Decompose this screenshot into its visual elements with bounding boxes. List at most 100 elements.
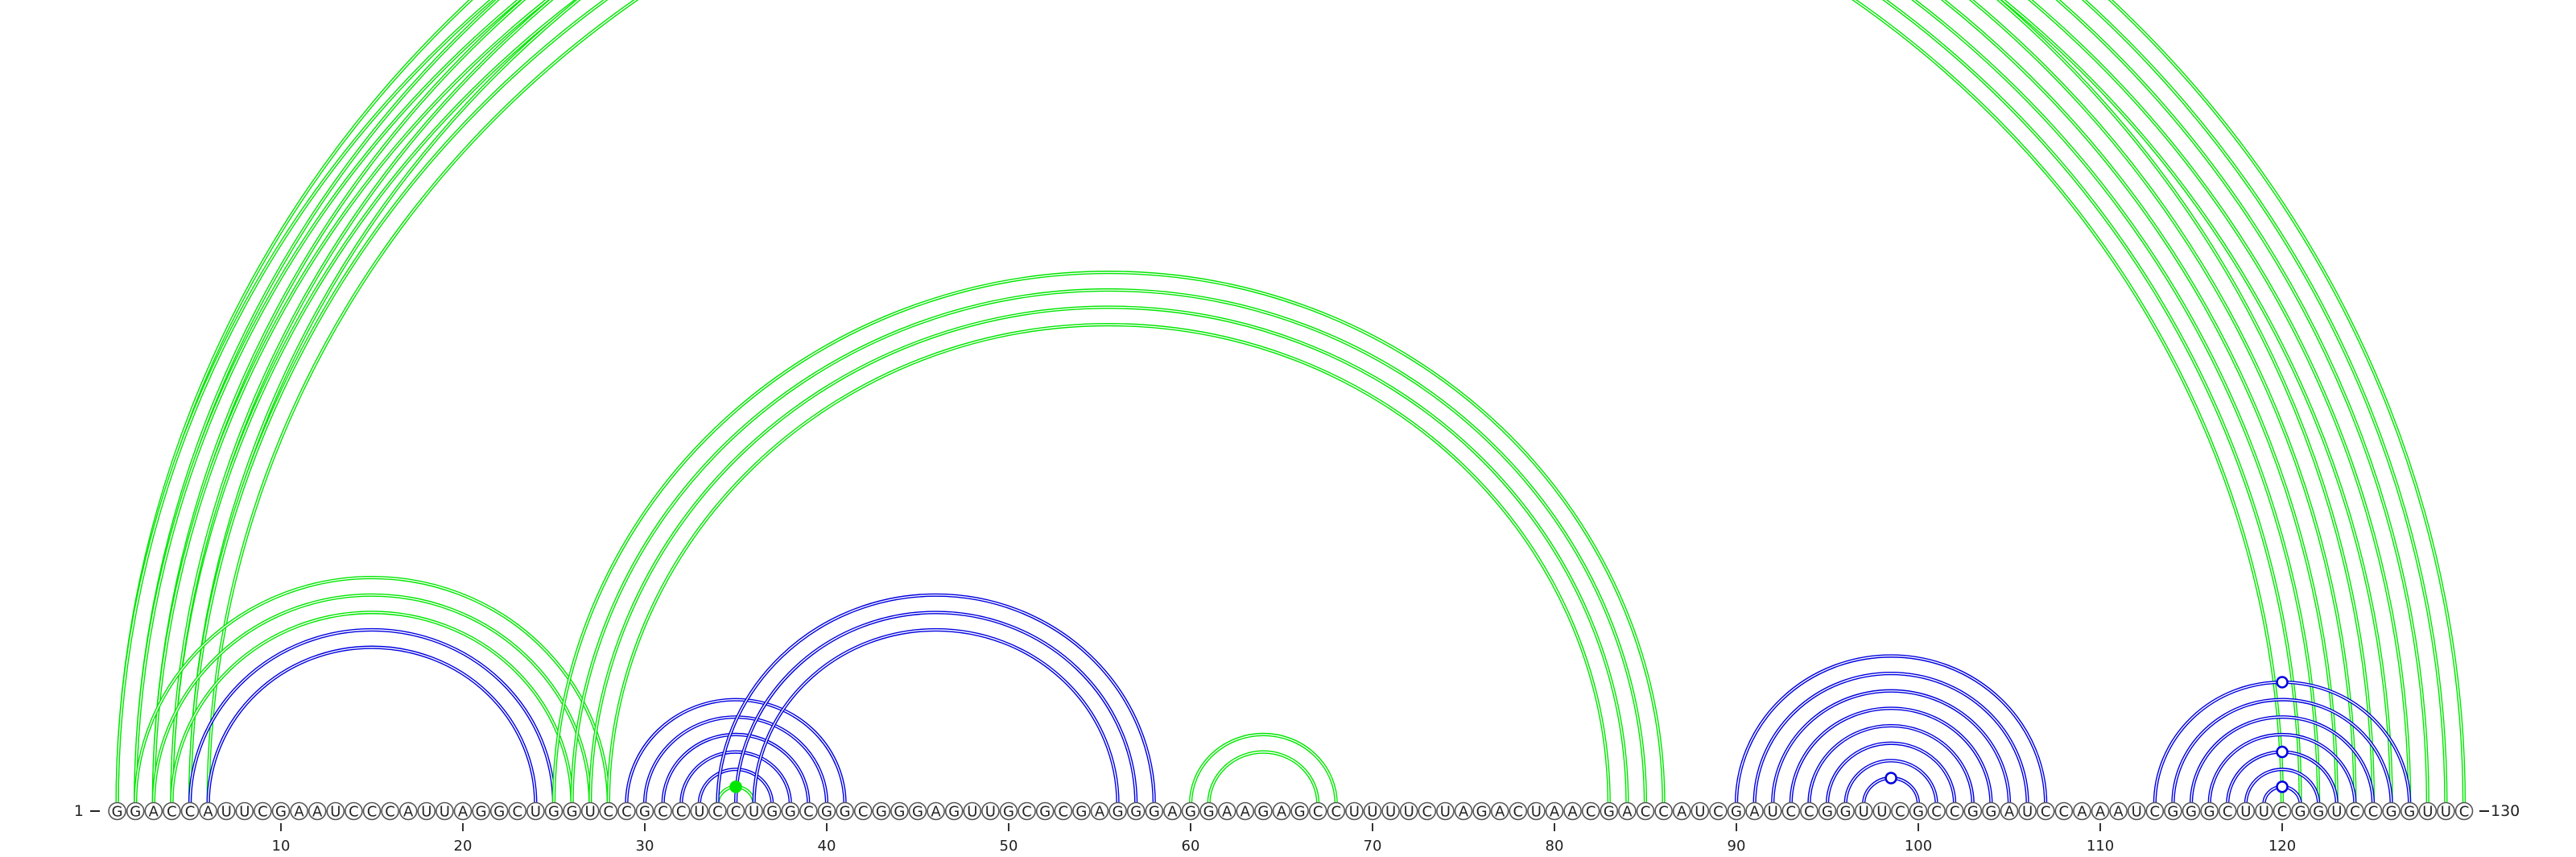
nucleotide-letter: G	[1604, 804, 1615, 821]
nucleotide: G	[2164, 801, 2182, 821]
nucleotide-letter: U	[749, 804, 759, 821]
nucleotide: G	[108, 801, 126, 821]
base-pair-arc	[188, 0, 2393, 805]
nucleotide: C	[599, 801, 618, 821]
nucleotide: U	[2418, 801, 2438, 821]
base-pair-arcs	[115, 0, 2467, 805]
nucleotide-letter: G	[1257, 804, 1269, 821]
nucleotide-letter: C	[858, 804, 869, 821]
nucleotide: C	[1891, 801, 1909, 821]
nucleotide-letter: C	[1804, 804, 1814, 821]
nucleotide: U	[217, 801, 236, 821]
base-pair-arc	[1734, 654, 2048, 805]
nucleotide: A	[1672, 801, 1691, 821]
sequence-start-label: 1	[74, 802, 84, 820]
base-pair-arc	[1188, 732, 1338, 805]
nucleotide-letter: U	[1367, 804, 1377, 821]
nucleotide-letter: G	[948, 804, 960, 821]
nucleotide: G	[1600, 801, 1619, 821]
base-pair-arc	[134, 0, 2357, 805]
nucleotide: G	[944, 801, 964, 821]
nucleotide-letter: C	[1313, 804, 1323, 821]
nucleotide: U	[2127, 801, 2146, 821]
nucleotide-letter: C	[1422, 804, 1433, 821]
nucleotide-letter: C	[1950, 804, 1960, 821]
nucleotide-letter: C	[1786, 804, 1797, 821]
nucleotide: U	[2236, 801, 2256, 821]
nucleotide-letter: U	[221, 804, 232, 821]
nucleotide: G	[472, 801, 490, 821]
nucleotide-letter: C	[1022, 804, 1032, 821]
nucleotide: U	[690, 801, 709, 821]
base-pair-arc	[551, 271, 1666, 805]
nucleotide-letter: C	[2223, 804, 2233, 821]
nucleotide: U	[1872, 801, 1892, 821]
tick-label: 50	[1000, 838, 1018, 855]
nucleotide-letter: U	[2022, 804, 2033, 821]
nucleotide-letter: C	[1658, 804, 1669, 821]
nucleotide-letter: G	[894, 804, 905, 821]
sequence-backbone: 1 130	[74, 802, 2520, 820]
nucleotide: C	[671, 801, 691, 821]
nucleotide-letter: G	[766, 804, 778, 821]
nucleotide: C	[180, 801, 200, 821]
nucleotide: U	[2255, 801, 2273, 821]
nucleotide: C	[2273, 801, 2292, 821]
nucleotide: U	[2437, 801, 2455, 821]
nucleotide: U	[1345, 801, 1364, 821]
nucleotide: A	[1618, 801, 1637, 821]
nucleotide-letter: A	[1749, 804, 1760, 821]
nucleotide-letter: G	[476, 804, 487, 821]
nucleotide-letter: G	[1731, 804, 1742, 821]
nucleotide: C	[1709, 801, 1728, 821]
nucleotide: G	[2309, 801, 2328, 821]
nucleotide: A	[2000, 801, 2019, 821]
tick-label: 10	[272, 838, 291, 855]
base-pair-arc	[2207, 732, 2357, 805]
nucleotide-letter: U	[440, 804, 450, 821]
base-pair-arc	[151, 0, 2429, 805]
nucleotide-letter: G	[785, 804, 796, 821]
nucleotide: G	[781, 801, 800, 821]
nucleotide: U	[2018, 801, 2037, 821]
nucleotide: A	[1454, 801, 1473, 821]
base-pair-arc	[1771, 689, 2012, 805]
nucleotide: G	[489, 801, 509, 821]
nucleotide: G	[1145, 801, 1164, 821]
nucleotide-letter: U	[2259, 804, 2269, 821]
nucleotide: U	[235, 801, 254, 821]
nucleotide-letter: A	[1622, 804, 1633, 821]
tick-label: 20	[454, 838, 473, 855]
nucleotide: A	[2073, 801, 2091, 821]
nucleotide-letter: G	[1003, 804, 1014, 821]
nucleotide-letter: C	[1931, 804, 1942, 821]
nucleotide: U	[417, 801, 436, 821]
nucleotide-letter: U	[2132, 804, 2142, 821]
nucleotide-letter: G	[493, 804, 505, 821]
nucleotide-letter: G	[130, 804, 141, 821]
nucleotide-letter: C	[367, 804, 378, 821]
nucleotide-letter: U	[330, 804, 341, 821]
nucleotide-letter: G	[876, 804, 887, 821]
nucleotide: A	[2091, 801, 2110, 821]
nucleotide-letter: G	[2404, 804, 2415, 821]
nucleotide: G	[1108, 801, 1127, 821]
nucleotide: C	[381, 801, 399, 821]
nucleotide: U	[745, 801, 763, 821]
tick-label: 30	[636, 838, 654, 855]
nucleotide-letter: C	[385, 804, 395, 821]
nucleotide-letter: C	[2459, 804, 2470, 821]
nucleotide: U	[1854, 801, 1873, 821]
nucleotide: G	[635, 801, 654, 821]
nucleotide-letter: U	[1349, 804, 1360, 821]
nucleotide: C	[1418, 801, 1437, 821]
base-pair-arc	[570, 288, 1648, 805]
base-pair-arc	[134, 576, 610, 805]
nucleotide: C	[163, 801, 181, 821]
nucleotide-letter: A	[1459, 804, 1469, 821]
nucleotide: G	[1035, 801, 1055, 821]
nucleotide-letter: C	[1586, 804, 1596, 821]
nucleotide-letter: A	[1677, 804, 1687, 821]
nucleotide-letter: C	[2277, 804, 2288, 821]
